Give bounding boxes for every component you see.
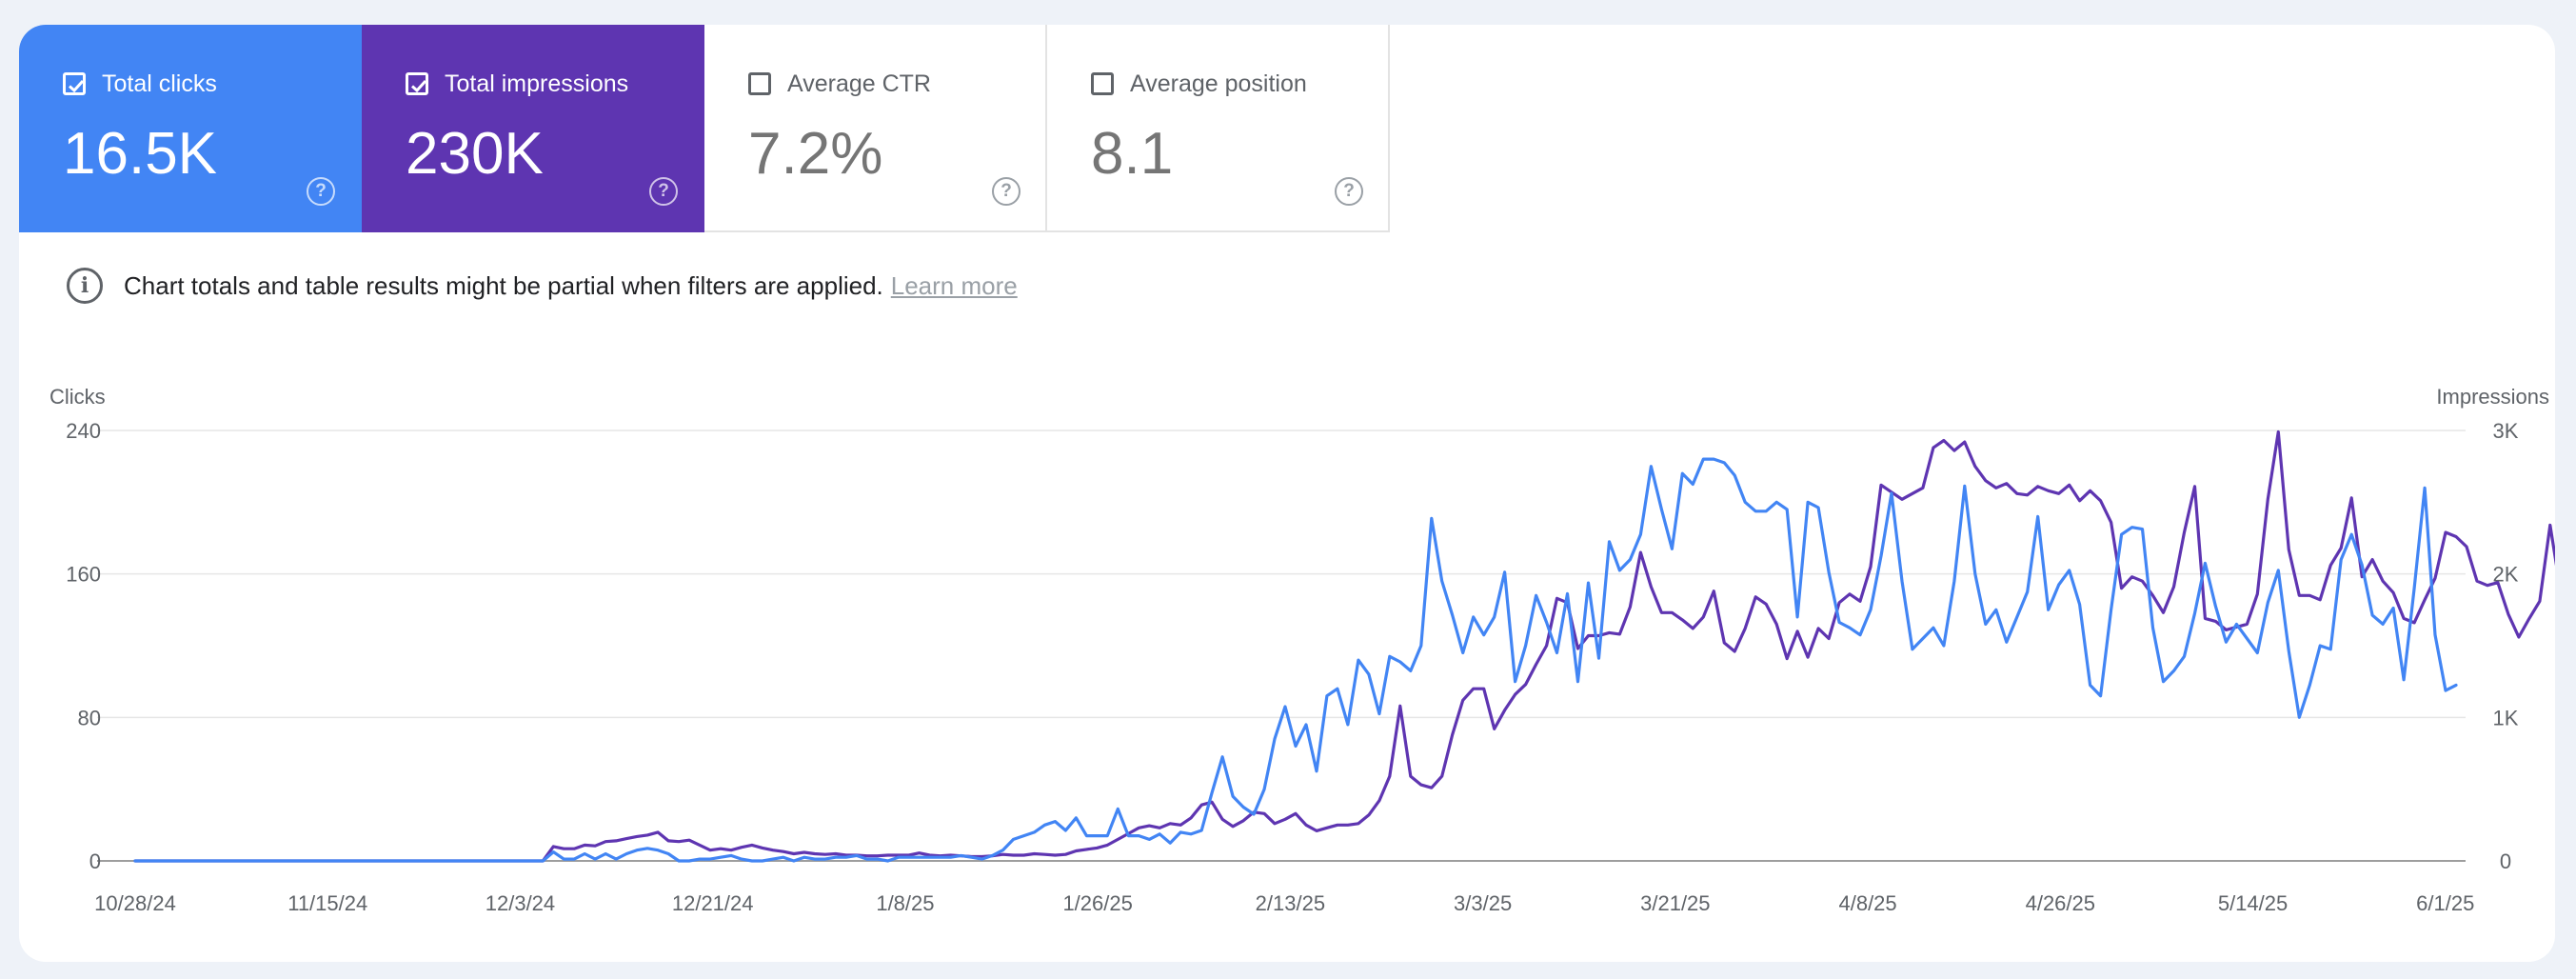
y-right-tick-label: 3K [2493, 419, 2519, 443]
metric-value: 16.5K [63, 121, 218, 187]
x-tick-label: 3/21/25 [1640, 891, 1710, 915]
y-left-tick-label: 240 [66, 419, 101, 443]
help-icon[interactable]: ? [649, 177, 678, 206]
impressions-series-line [133, 430, 2555, 863]
clicks-series-line [133, 457, 2458, 863]
x-tick-label: 12/3/24 [485, 891, 555, 915]
x-tick-label: 4/26/25 [2026, 891, 2095, 915]
metric-label: Total clicks [102, 70, 217, 97]
filter-notice: i Chart totals and table results might b… [67, 265, 1018, 307]
y-right-tick-label: 0 [2500, 849, 2511, 873]
x-tick-label: 2/13/25 [1256, 891, 1325, 915]
checkbox-checked-icon[interactable] [406, 72, 428, 95]
y-axis-left-title: Clicks [50, 385, 106, 409]
metric-total-impressions[interactable]: Total impressions 230K ? [362, 25, 704, 232]
metric-value: 8.1 [1091, 121, 1174, 187]
x-tick-label: 5/14/25 [2218, 891, 2288, 915]
help-icon[interactable]: ? [307, 177, 335, 206]
x-tick-label: 1/8/25 [876, 891, 934, 915]
metric-label: Average position [1130, 70, 1307, 97]
help-icon[interactable]: ? [1335, 177, 1363, 206]
x-tick-label: 10/28/24 [94, 891, 176, 915]
x-tick-label: 4/8/25 [1838, 891, 1896, 915]
metric-value: 230K [406, 121, 544, 187]
performance-card: Total clicks 16.5K ? Total impressions 2… [19, 25, 2555, 962]
checkbox-unchecked-icon[interactable] [748, 72, 771, 95]
x-tick-label: 11/15/24 [287, 891, 367, 915]
y-left-tick-label: 0 [89, 849, 101, 873]
metric-cards: Total clicks 16.5K ? Total impressions 2… [19, 25, 1390, 232]
checkbox-unchecked-icon[interactable] [1091, 72, 1114, 95]
checkbox-checked-icon[interactable] [63, 72, 86, 95]
metric-average-position[interactable]: Average position 8.1 ? [1047, 25, 1390, 232]
x-tick-label: 1/26/25 [1062, 891, 1132, 915]
metric-value: 7.2% [748, 121, 883, 187]
metric-label: Total impressions [445, 70, 629, 97]
metric-total-clicks[interactable]: Total clicks 16.5K ? [19, 25, 362, 232]
y-right-tick-label: 1K [2493, 706, 2519, 729]
learn-more-link[interactable]: Learn more [890, 270, 1018, 300]
y-left-tick-label: 80 [78, 706, 101, 729]
info-icon: i [67, 268, 103, 304]
metric-label: Average CTR [787, 70, 931, 97]
y-axis-right-title: Impressions [2436, 385, 2549, 409]
help-icon[interactable]: ? [992, 177, 1020, 206]
x-tick-label: 12/21/24 [672, 891, 754, 915]
x-tick-label: 6/1/25 [2416, 891, 2474, 915]
y-left-tick-label: 160 [66, 563, 101, 587]
notice-text: Chart totals and table results might be … [124, 270, 883, 300]
metric-average-ctr[interactable]: Average CTR 7.2% ? [704, 25, 1047, 232]
x-tick-label: 3/3/25 [1454, 891, 1512, 915]
